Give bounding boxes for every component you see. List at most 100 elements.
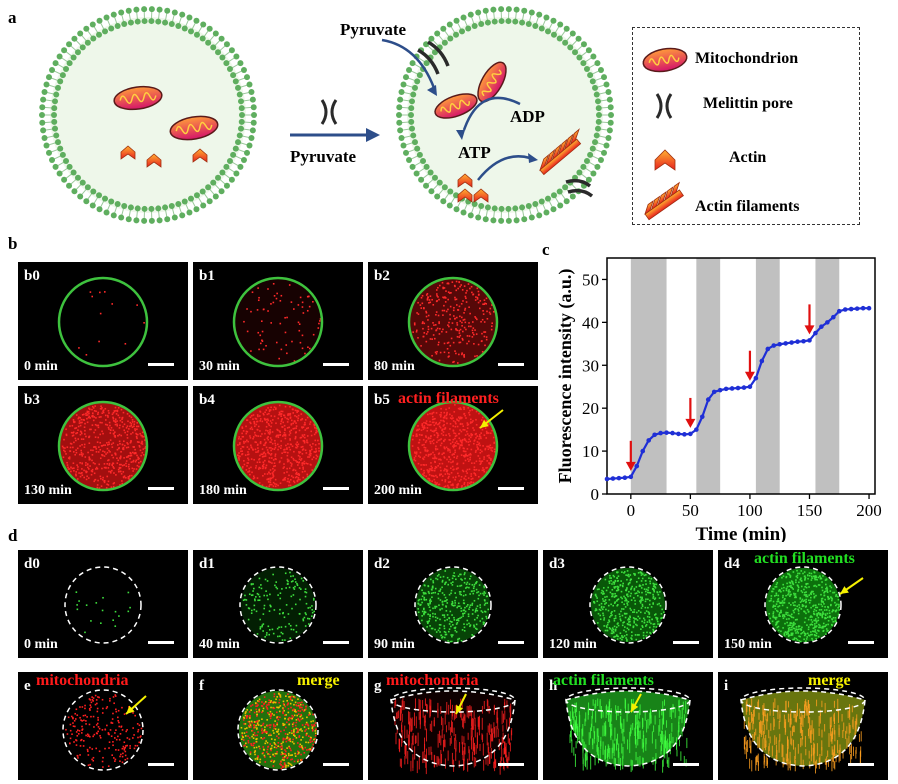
data-point bbox=[771, 343, 776, 348]
scale-bar bbox=[323, 763, 349, 766]
annotation-label: mitochondria bbox=[386, 672, 478, 690]
data-point bbox=[724, 387, 729, 392]
data-point bbox=[718, 388, 723, 393]
data-point bbox=[861, 306, 866, 311]
data-point bbox=[670, 431, 675, 436]
x-tick-label: 200 bbox=[856, 501, 882, 520]
micrograph-e: e mitochondria bbox=[18, 672, 188, 780]
pyruvate-input-label: Pyruvate bbox=[340, 20, 406, 40]
micrograph-h: h actin filaments bbox=[543, 672, 713, 780]
data-point bbox=[664, 430, 669, 435]
annotation-label: actin filaments bbox=[754, 550, 855, 568]
micrograph-d1: d1 40 min bbox=[193, 550, 363, 658]
data-point bbox=[611, 476, 616, 481]
panel-tag: b2 bbox=[374, 268, 390, 285]
shaded-interval-1 bbox=[696, 258, 720, 494]
legend-actin: Actin bbox=[729, 149, 766, 167]
data-point bbox=[700, 414, 705, 419]
data-point bbox=[777, 342, 782, 347]
data-point bbox=[754, 376, 759, 381]
shaded-interval-0 bbox=[631, 258, 667, 494]
scale-bar bbox=[148, 763, 174, 766]
red-arrowhead bbox=[685, 419, 695, 428]
panel-tag: e bbox=[24, 678, 31, 695]
melittin-pore-icon bbox=[322, 100, 336, 124]
data-point bbox=[813, 331, 818, 336]
legend-melittin-pore: Melittin pore bbox=[703, 95, 793, 113]
panel-tag: d3 bbox=[549, 556, 565, 573]
data-point bbox=[825, 320, 830, 325]
y-axis-label: Fluorescence intensity (a.u.) bbox=[555, 269, 576, 484]
scale-bar bbox=[148, 487, 174, 490]
schematic-legend: Mitochondrion Melittin pore Actin Actin … bbox=[632, 27, 860, 225]
data-point bbox=[807, 338, 812, 343]
data-point bbox=[849, 307, 854, 312]
mitochondrion-icon bbox=[641, 45, 688, 74]
y-tick-label: 10 bbox=[582, 442, 599, 461]
annotation-label: actin filaments bbox=[398, 390, 499, 408]
x-tick-label: 150 bbox=[797, 501, 823, 520]
data-point bbox=[843, 307, 848, 312]
micrograph-f: f merge bbox=[193, 672, 363, 780]
y-tick-label: 50 bbox=[582, 270, 599, 289]
annotation-label: mitochondria bbox=[36, 672, 128, 690]
time-stamp: 200 min bbox=[374, 483, 422, 499]
micrograph-d0: d0 0 min bbox=[18, 550, 188, 658]
annotation-label: merge bbox=[808, 672, 851, 690]
micrograph-d3: d3 120 min bbox=[543, 550, 713, 658]
panel-label-b: b bbox=[8, 234, 17, 254]
panel-tag: g bbox=[374, 678, 382, 695]
legend-actin-filaments: Actin filaments bbox=[695, 198, 799, 216]
data-point bbox=[748, 384, 753, 389]
data-point bbox=[634, 464, 639, 469]
x-tick-label: 50 bbox=[682, 501, 699, 520]
data-point bbox=[658, 431, 663, 436]
data-point bbox=[706, 397, 711, 402]
vesicle-left bbox=[39, 6, 257, 224]
panel-tag: d4 bbox=[724, 556, 740, 573]
y-tick-label: 40 bbox=[582, 313, 599, 332]
panel-tag: d1 bbox=[199, 556, 215, 573]
y-tick-label: 20 bbox=[582, 399, 599, 418]
time-stamp: 0 min bbox=[24, 359, 58, 375]
melittin-pore-icon bbox=[657, 94, 671, 118]
red-arrowhead bbox=[804, 325, 814, 334]
annotation-label: actin filaments bbox=[553, 672, 654, 690]
data-point bbox=[682, 432, 687, 437]
scale-bar bbox=[498, 487, 524, 490]
time-stamp: 150 min bbox=[724, 637, 772, 653]
scale-bar bbox=[148, 363, 174, 366]
micrograph-b1: b1 30 min bbox=[193, 262, 363, 380]
time-stamp: 30 min bbox=[199, 359, 240, 375]
atp-label: ATP bbox=[458, 143, 491, 163]
data-point bbox=[795, 339, 800, 344]
time-stamp: 80 min bbox=[374, 359, 415, 375]
data-point bbox=[742, 385, 747, 390]
data-point bbox=[605, 477, 610, 482]
time-stamp: 180 min bbox=[199, 483, 247, 499]
scale-bar bbox=[848, 641, 874, 644]
x-tick-label: 100 bbox=[737, 501, 763, 520]
micrograph-b0: b0 0 min bbox=[18, 262, 188, 380]
panel-tag: d0 bbox=[24, 556, 40, 573]
data-point bbox=[783, 341, 788, 346]
shaded-interval-2 bbox=[756, 258, 780, 494]
panel-tag: b5 bbox=[374, 392, 390, 409]
pyruvate-arrow-label: Pyruvate bbox=[290, 147, 356, 167]
actin-filaments-icon bbox=[642, 183, 687, 220]
data-point bbox=[676, 432, 681, 437]
data-point bbox=[730, 386, 735, 391]
y-tick-label: 30 bbox=[582, 356, 599, 375]
x-tick-label: 0 bbox=[627, 501, 636, 520]
panel-tag: i bbox=[724, 678, 728, 695]
micrograph-b2: b2 80 min bbox=[368, 262, 538, 380]
panel-tag: b3 bbox=[24, 392, 40, 409]
panel-label-d: d bbox=[8, 526, 17, 546]
micrograph-b4: b4 180 min bbox=[193, 386, 363, 504]
annotation-label: merge bbox=[297, 672, 340, 690]
data-point bbox=[760, 359, 765, 364]
panel-tag: b4 bbox=[199, 392, 215, 409]
scale-bar bbox=[498, 763, 524, 766]
y-tick-label: 0 bbox=[591, 485, 600, 504]
panel-tag: f bbox=[199, 678, 204, 695]
